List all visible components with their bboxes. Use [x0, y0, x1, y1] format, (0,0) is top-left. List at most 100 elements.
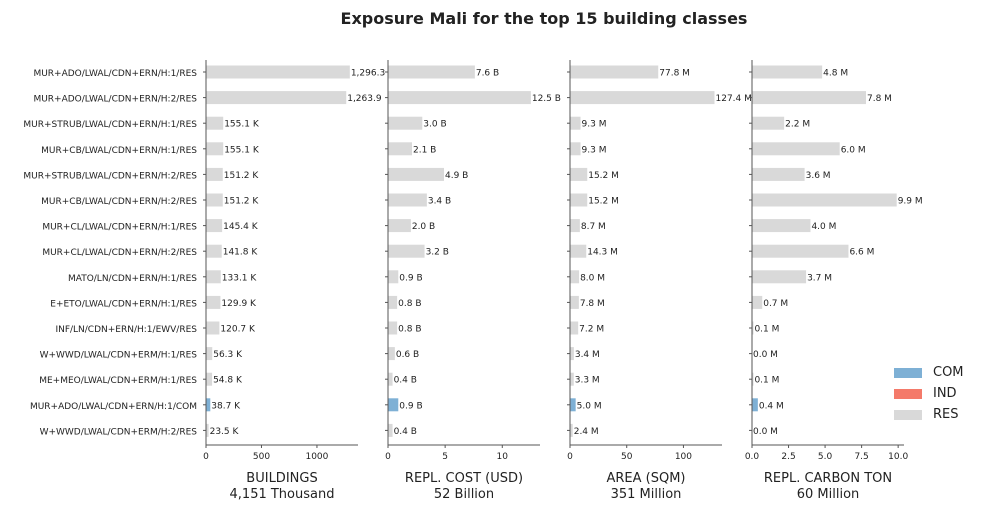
bar-value-label: 15.2 M: [588, 197, 619, 207]
bar-value-label: 1,296.3: [351, 69, 385, 79]
x-tick-label: 2.5: [781, 452, 795, 462]
bar-value-label: 7.6 B: [476, 69, 499, 79]
x-tick-label: 0: [385, 452, 391, 462]
bar-value-label: 9.3 M: [582, 145, 607, 155]
bar: [570, 193, 588, 207]
bar-value-label: 120.7 K: [220, 325, 256, 335]
x-tick-label: 50: [621, 452, 633, 462]
bar-value-label: 7.2 M: [579, 325, 604, 335]
x-axis-total-label: 4,151 Thousand: [230, 487, 335, 502]
bar-value-label: 145.4 K: [223, 222, 259, 232]
bar: [570, 398, 576, 412]
bar: [388, 219, 411, 233]
category-label: MUR+CL/LWAL/CDN+ERN/H:2/RES: [42, 248, 197, 258]
category-label: E+ETO/LWAL/CDN+ERN/H:1/RES: [50, 299, 197, 309]
bar-value-label: 8.0 M: [580, 273, 605, 283]
bar: [570, 91, 715, 105]
bar-value-label: 0.4 B: [394, 376, 417, 386]
chart-panel: 1,296.3 1,263.9 155.1 K 155.1 K 151.2 K 151.2…: [203, 60, 385, 502]
x-tick-label: 10.0: [888, 452, 908, 462]
bar: [206, 65, 350, 79]
bar: [388, 244, 425, 258]
bar: [388, 423, 393, 437]
bar: [206, 347, 213, 361]
bar: [206, 398, 211, 412]
bar-value-label: 38.7 K: [211, 401, 241, 411]
bar-value-label: 1,263.9: [347, 94, 382, 104]
bar-value-label: 0.4 B: [394, 427, 417, 437]
bar: [570, 423, 573, 437]
x-axis-label: REPL. COST (USD): [405, 471, 523, 486]
bar-value-label: 155.1 K: [224, 120, 260, 130]
bar-value-label: 155.1 K: [224, 145, 260, 155]
bar: [752, 193, 897, 207]
chart-title: Exposure Mali for the top 15 building cl…: [341, 9, 748, 28]
bar: [752, 142, 840, 156]
bar: [752, 244, 849, 258]
category-label: MUR+STRUB/LWAL/CDN+ERN/H:1/RES: [23, 120, 197, 130]
bar: [752, 65, 823, 79]
category-labels: MUR+ADO/LWAL/CDN+ERN/H:1/RES MUR+ADO/LWAL…: [23, 69, 197, 437]
x-tick-label: 500: [253, 452, 270, 462]
bar-value-label: 3.4 B: [428, 197, 451, 207]
legend-item-com: COM: [894, 362, 964, 383]
category-label: MUR+CB/LWAL/CDN+ERN/H:2/RES: [41, 197, 197, 207]
bar-value-label: 4.8 M: [823, 69, 848, 79]
category-label: MUR+ADO/LWAL/CDN+ERN/H:1/COM: [30, 402, 197, 412]
category-label: ME+MEO/LWAL/CDN+ERM/H:1/RES: [39, 376, 197, 386]
legend-swatch-res: [894, 409, 922, 420]
bar: [206, 423, 209, 437]
legend-label-res: RES: [933, 407, 959, 422]
bar: [388, 116, 423, 130]
bar-value-label: 7.8 M: [580, 299, 605, 309]
bar-value-label: 0.1 M: [754, 325, 779, 335]
legend-swatch-com: [894, 367, 922, 378]
bar: [388, 142, 412, 156]
bar: [570, 142, 581, 156]
x-tick-label: 0: [567, 452, 573, 462]
category-label: MUR+ADO/LWAL/CDN+ERN/H:2/RES: [33, 95, 197, 105]
x-tick-label: 7.5: [854, 452, 868, 462]
bar-value-label: 127.4 M: [716, 94, 752, 104]
bar: [570, 219, 580, 233]
bar-value-label: 133.1 K: [222, 273, 258, 283]
bar-value-label: 3.2 B: [426, 248, 449, 258]
bar-value-label: 0.0 M: [753, 427, 778, 437]
chart-legend: COM IND RES: [894, 362, 964, 425]
bar: [752, 167, 805, 181]
bar: [752, 91, 866, 105]
bar: [206, 91, 347, 105]
bar: [388, 372, 393, 386]
category-label: W+WWD/LWAL/CDN+ERM/H:1/RES: [40, 351, 198, 361]
bar: [752, 270, 807, 284]
category-label: W+WWD/LWAL/CDN+ERM/H:2/RES: [40, 427, 198, 437]
legend-item-res: RES: [894, 404, 964, 425]
bar-value-label: 141.8 K: [223, 248, 259, 258]
bar: [388, 347, 395, 361]
bar: [570, 295, 579, 309]
bar: [752, 321, 754, 335]
bar-value-label: 54.8 K: [213, 376, 243, 386]
bar: [570, 270, 580, 284]
bar: [206, 295, 221, 309]
bar-value-label: 2.1 B: [413, 145, 436, 155]
bar-value-label: 0.8 B: [398, 299, 421, 309]
bar: [206, 321, 220, 335]
bar: [388, 398, 399, 412]
bar-value-label: 15.2 M: [588, 171, 619, 181]
bar-value-label: 151.2 K: [224, 197, 260, 207]
chart-panel: 7.6 B 12.5 B 3.0 B 2.1 B 4.9 B 3.4 B 2.0 B 3.2 …: [385, 60, 561, 502]
x-tick-label: 0.0: [745, 452, 760, 462]
bar-value-label: 9.3 M: [582, 120, 607, 130]
bar: [206, 372, 213, 386]
bar: [388, 193, 427, 207]
x-tick-label: 10: [497, 452, 509, 462]
bar: [206, 116, 224, 130]
x-tick-label: 1000: [305, 452, 328, 462]
bar-value-label: 3.4 M: [575, 350, 600, 360]
bar-value-label: 2.2 M: [785, 120, 810, 130]
bar-value-label: 0.4 M: [759, 401, 784, 411]
bar-value-label: 0.7 M: [763, 299, 788, 309]
